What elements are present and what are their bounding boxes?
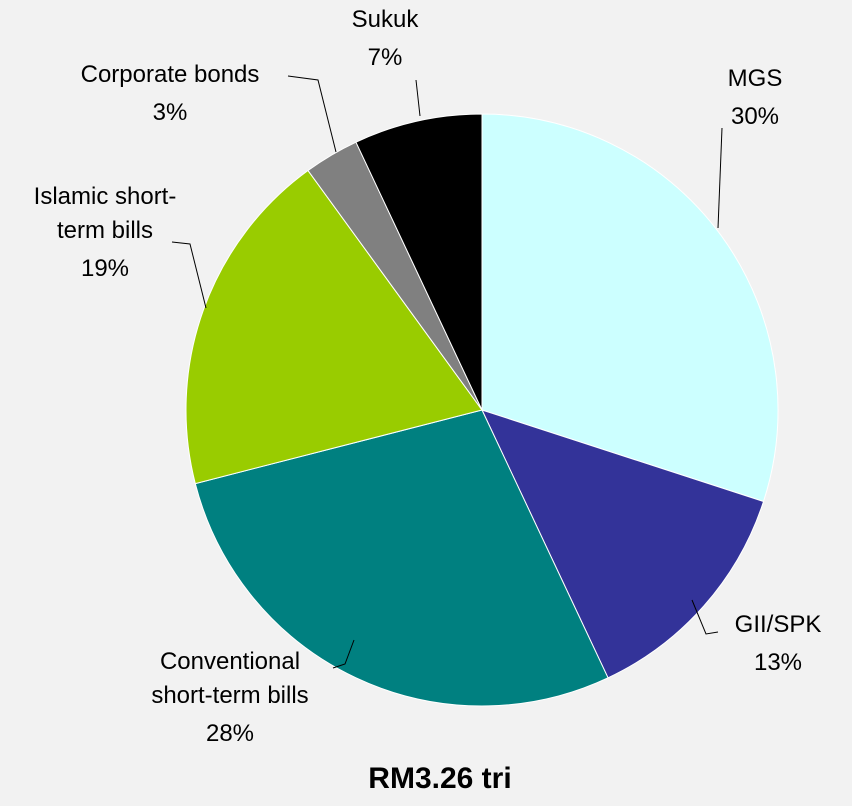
- slice-value-label: 13%: [753, 649, 803, 676]
- slice-label: Sukuk: [351, 6, 419, 33]
- pie-slice: [355, 113, 483, 411]
- slice-label: GII/SPK: [734, 611, 822, 638]
- leader-line: [171, 241, 207, 309]
- slice-label: Islamic short- term bills: [33, 183, 177, 244]
- slice-label: Corporate bonds: [80, 61, 260, 88]
- pie-slice: [194, 409, 609, 707]
- slice-label: MGS: [727, 65, 783, 92]
- leader-line: [691, 599, 719, 635]
- slice-value-label: 30%: [730, 103, 780, 130]
- pie-slice: [481, 113, 779, 503]
- slice-value-label: 7%: [367, 44, 403, 71]
- slice-value-label: 19%: [80, 255, 130, 282]
- leader-line: [717, 127, 723, 229]
- slice-label: Conventional short-term bills: [151, 648, 309, 709]
- slice-value-label: 28%: [205, 720, 255, 747]
- pie-slice: [185, 169, 483, 485]
- leader-line: [287, 75, 337, 153]
- chart-caption: RM3.26 tri: [368, 762, 512, 795]
- leader-line: [415, 79, 421, 117]
- slice-value-label: 3%: [152, 99, 188, 126]
- pie-slice: [481, 409, 765, 679]
- leader-line: [332, 639, 355, 669]
